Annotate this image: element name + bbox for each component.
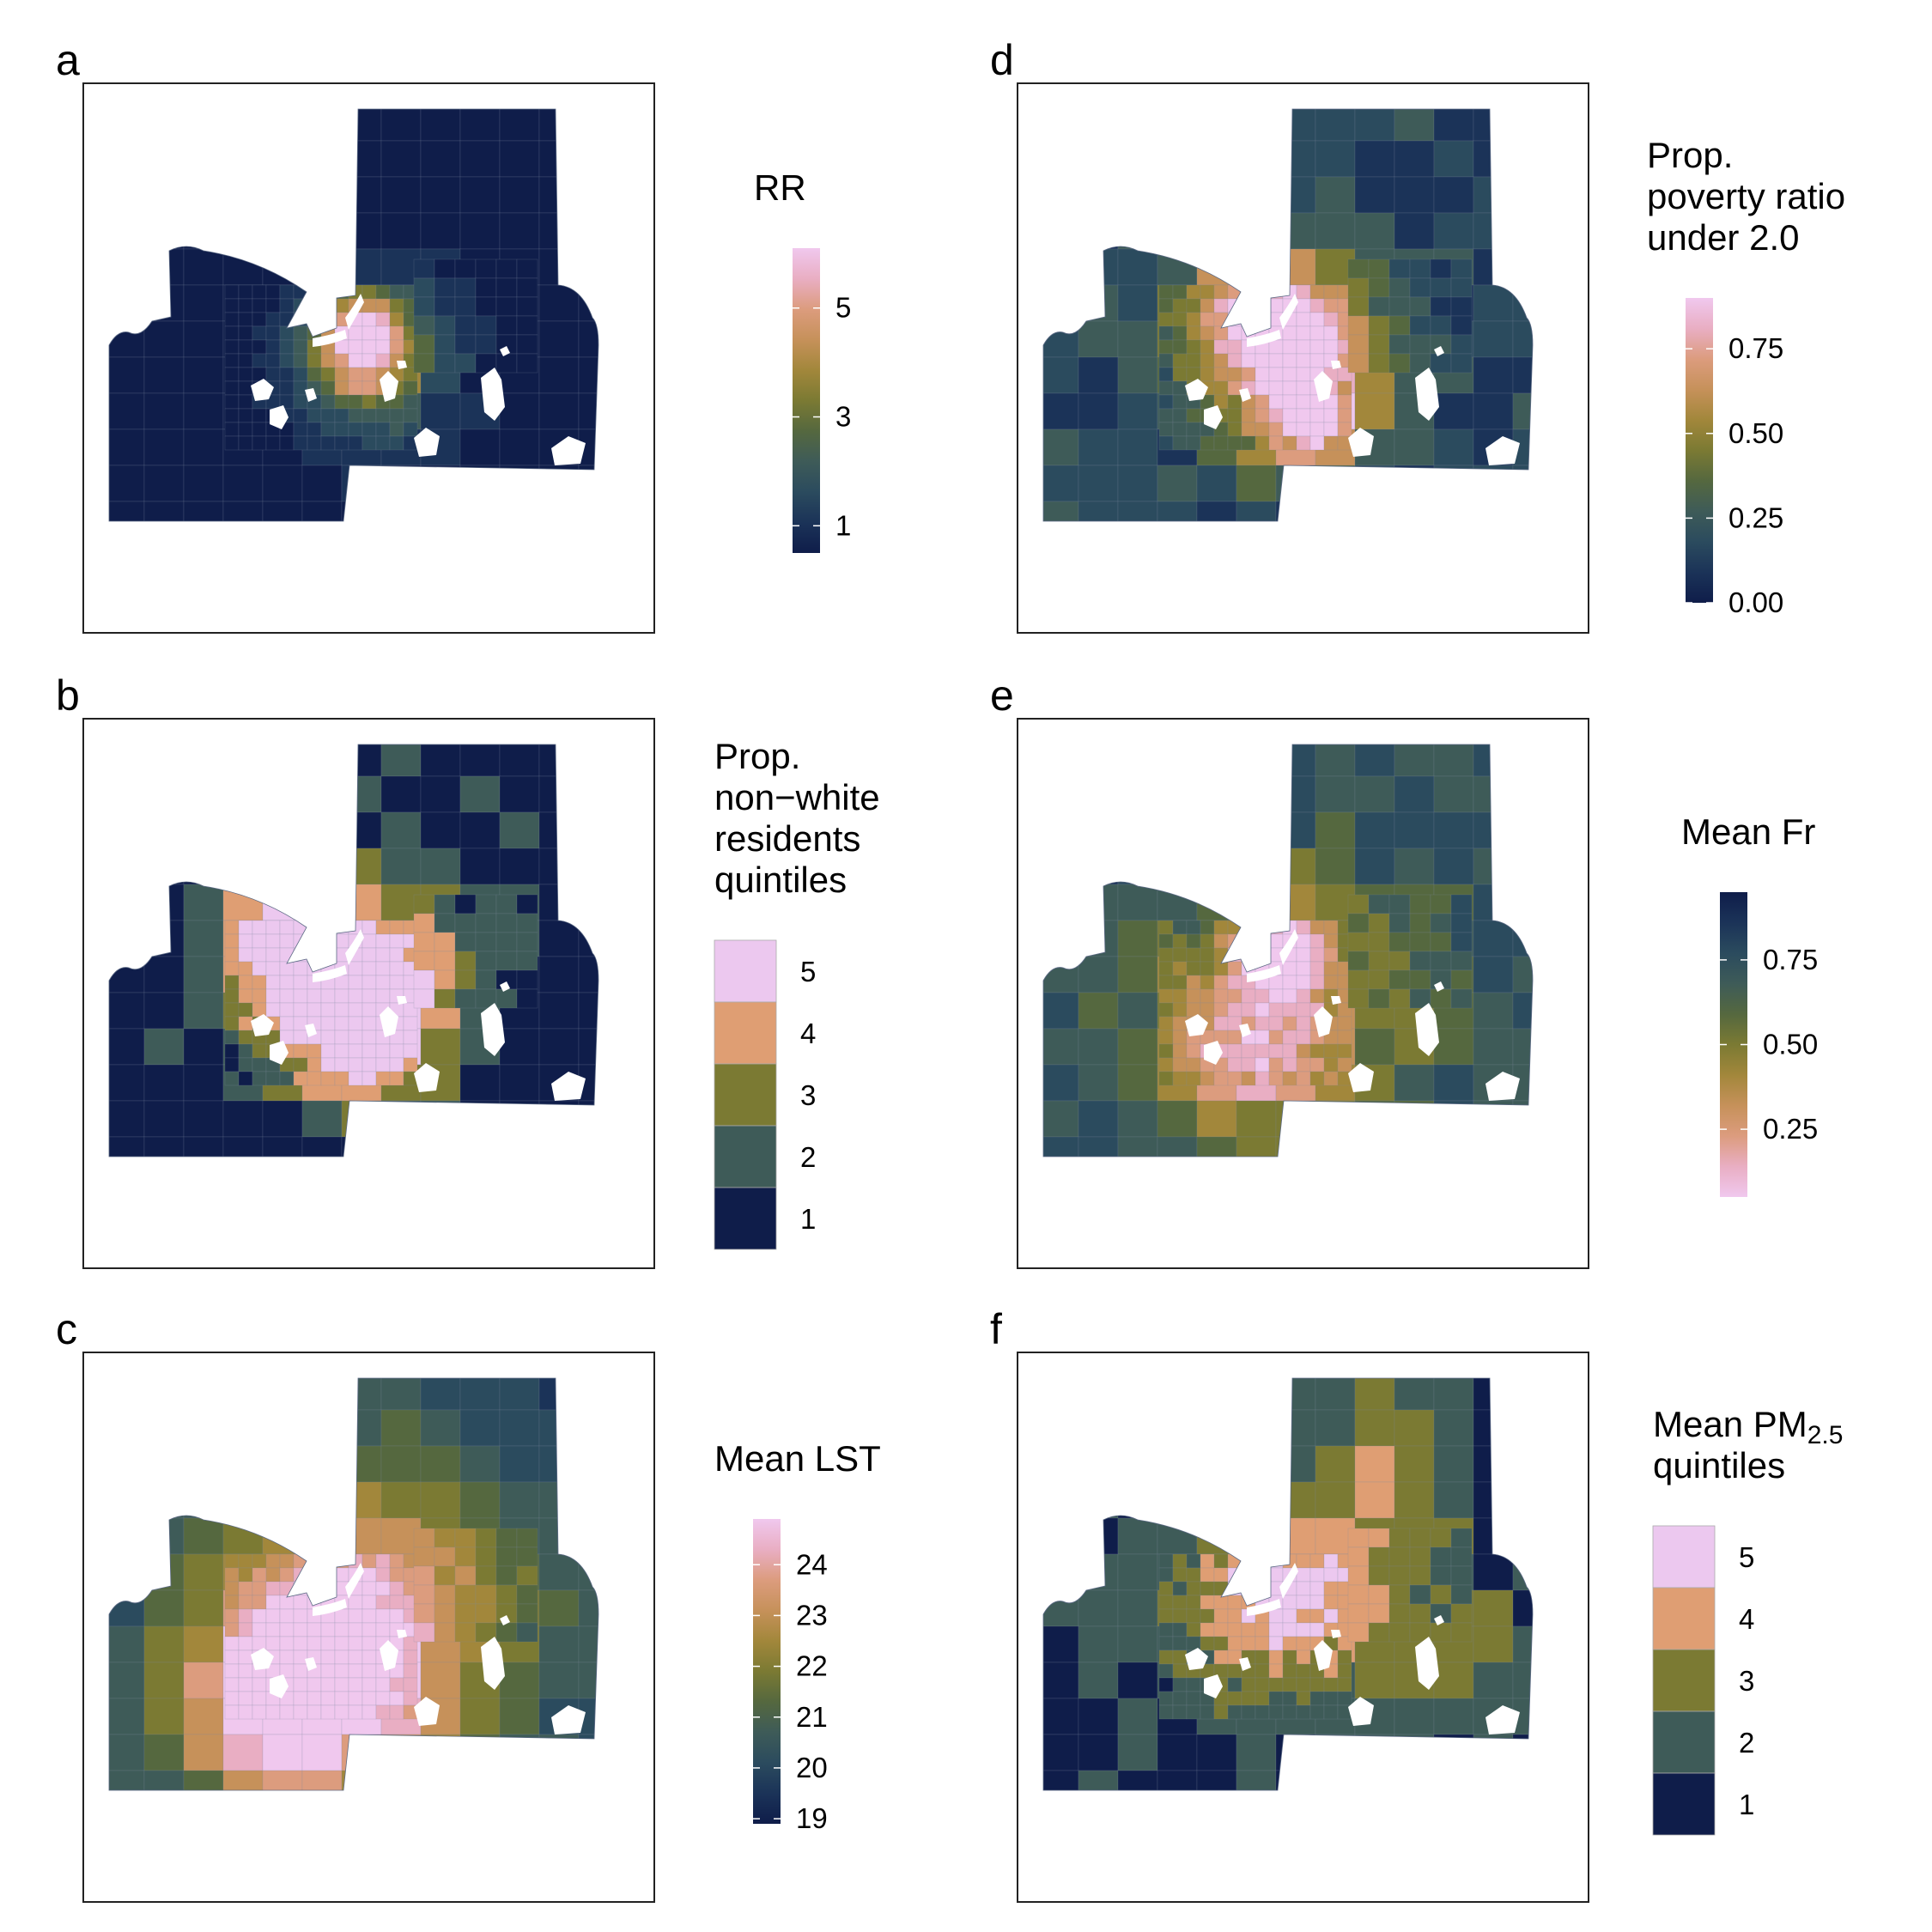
legend-key-label: 2 xyxy=(1739,1727,1754,1759)
colorbar-tick-label: 1 xyxy=(835,509,851,541)
colorbar-tick-label: 20 xyxy=(796,1752,828,1783)
legend-key-swatch xyxy=(714,939,777,1003)
colorbar-tick-label: 0.50 xyxy=(1728,417,1783,449)
colorbar-tick-label: 21 xyxy=(796,1701,828,1733)
legend-title: Mean LST xyxy=(714,1438,881,1479)
panel-letter: e xyxy=(990,671,1014,720)
legend-title-line: Mean LST xyxy=(714,1438,881,1479)
colorbar-tick-label: 3 xyxy=(835,401,851,433)
legend-title-line: Mean Fr xyxy=(1681,811,1815,852)
legend-key-label: 5 xyxy=(1739,1541,1754,1573)
legend-title-line: quintiles xyxy=(714,860,847,900)
colorbar-tick-label: 22 xyxy=(796,1650,828,1682)
panel-letter: f xyxy=(990,1305,1002,1353)
colorbar xyxy=(1686,298,1713,603)
legend-key-swatch xyxy=(1652,1587,1716,1650)
panel-letter: a xyxy=(56,36,80,84)
colorbar-tick-label: 0.00 xyxy=(1728,586,1783,618)
legend-key-label: 2 xyxy=(800,1141,816,1173)
colorbar-tick-label: 5 xyxy=(835,292,851,324)
legend-title-line: poverty ratio xyxy=(1647,176,1845,216)
colorbar-tick-label: 0.75 xyxy=(1763,944,1818,975)
colorbar-tick-label: 19 xyxy=(796,1802,828,1834)
legend-key-label: 1 xyxy=(1739,1789,1754,1820)
legend-c: Mean LST 24 23 22 21 20 19 xyxy=(714,1438,881,1834)
panel-letter: d xyxy=(990,36,1014,84)
legend-title-line: quintiles xyxy=(1653,1445,1785,1485)
legend-key-swatch xyxy=(1652,1710,1716,1774)
legend-key-label: 3 xyxy=(800,1079,816,1111)
legend-title-line: residents xyxy=(714,818,860,859)
legend-a: RR 5 3 1 xyxy=(754,167,851,553)
legend-key-swatch xyxy=(1652,1772,1716,1836)
panel-a: a RR 5 3 1 xyxy=(56,36,851,634)
legend-key-label: 4 xyxy=(800,1018,816,1049)
legend-key-label: 3 xyxy=(1739,1665,1754,1697)
legend-key-swatch xyxy=(714,1001,777,1065)
legend-title-line: Prop. xyxy=(1647,135,1733,175)
legend-key-swatch xyxy=(714,1187,777,1250)
colorbar-tick-label: 0.25 xyxy=(1728,501,1783,533)
panel-letter: b xyxy=(56,671,80,720)
legend-title-line: Mean PM2.5 xyxy=(1653,1404,1843,1449)
panel-c: c Mean LST 24 23 22 21 20 19 xyxy=(56,1305,881,1903)
legend-title: Mean Fr xyxy=(1681,811,1815,852)
legend-title-line: non−white xyxy=(714,777,880,817)
panel-letter: c xyxy=(56,1305,77,1353)
colorbar-tick-label: 0.25 xyxy=(1763,1113,1818,1145)
legend-title-subscript: 2.5 xyxy=(1807,1421,1844,1449)
panel-e: e Mean Fr 0.75 0.50 0.25 xyxy=(990,671,1818,1269)
legend-key-label: 5 xyxy=(800,956,816,987)
colorbar-tick-label: 23 xyxy=(796,1599,828,1631)
legend-key-swatch xyxy=(714,1125,777,1188)
legend-e: Mean Fr 0.75 0.50 0.25 xyxy=(1681,811,1818,1197)
legend-title-line: under 2.0 xyxy=(1647,217,1799,258)
colorbar-tick-label: 0.75 xyxy=(1728,332,1783,364)
colorbar xyxy=(793,248,820,553)
colorbar-tick-label: 0.50 xyxy=(1763,1029,1818,1060)
colorbar xyxy=(753,1519,781,1824)
legend-key-swatch xyxy=(1652,1649,1716,1712)
legend-title-line: Prop. xyxy=(714,736,800,776)
legend-key-label: 1 xyxy=(800,1203,816,1235)
legend-key-label: 4 xyxy=(1739,1603,1754,1635)
legend-key-swatch xyxy=(1652,1525,1716,1589)
legend-key-swatch xyxy=(714,1063,777,1127)
legend-title-line: RR xyxy=(754,167,806,208)
legend-title: RR xyxy=(754,167,806,208)
colorbar-tick-label: 24 xyxy=(796,1548,828,1580)
